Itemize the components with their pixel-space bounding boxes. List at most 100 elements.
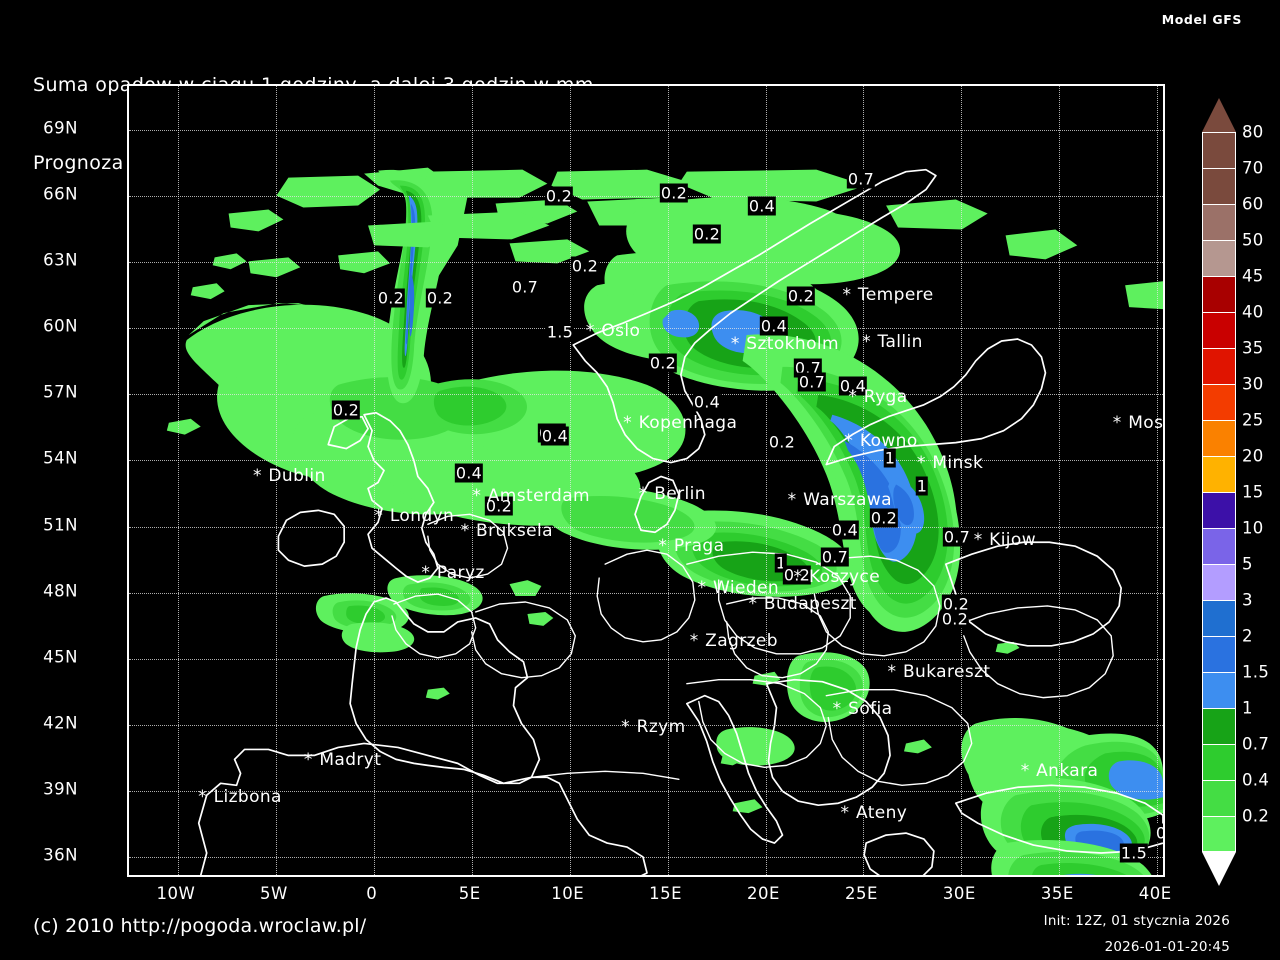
color-legend[interactable]: 80 70 60 50 45 40 35 30 25 20 15 10 5 3 2 1.5 1 0.7 0.4 0.2 [1196, 92, 1269, 886]
model-label: Model GFS [1161, 12, 1242, 27]
legend-swatch-2[interactable] [1202, 636, 1236, 672]
star-icon: * [862, 331, 871, 352]
latitude-label-36N: 36N [43, 845, 78, 865]
legend-swatch-0.7[interactable] [1202, 744, 1236, 780]
contour-label: 0.4 [759, 316, 789, 336]
gridline-horizontal-69N [129, 130, 1163, 132]
city-label: Oslo [601, 320, 641, 341]
legend-swatch-15[interactable] [1202, 492, 1236, 528]
contour-label: 0.2 [1154, 823, 1163, 843]
xtick-5E [472, 875, 474, 877]
contour-label: 0.4 [747, 196, 777, 216]
xtick-10W [178, 875, 180, 877]
legend-value-70: 70 [1242, 158, 1264, 178]
legend-swatch-20[interactable] [1202, 456, 1236, 492]
legend-value-25: 25 [1242, 410, 1264, 430]
city-marker-lizbona: * Lizbona [196, 787, 282, 807]
contour-label: 0.2 [484, 496, 514, 516]
legend-swatch-50[interactable] [1202, 240, 1236, 276]
legend-bar[interactable] [1202, 132, 1236, 852]
legend-value-45: 45 [1242, 266, 1264, 286]
contour-label: 0.2 [331, 400, 361, 420]
star-icon: * [848, 386, 858, 407]
legend-swatch-10[interactable] [1202, 528, 1236, 564]
star-icon: * [638, 483, 648, 504]
city-marker-kopenhaga: * Kopenhaga [621, 413, 738, 433]
legend-swatch-1[interactable] [1202, 708, 1236, 744]
city-label: Bruksela [476, 520, 553, 541]
copyright-text: (c) 2010 http://pogoda.wroclaw.pl/ [33, 915, 367, 937]
city-label: Londyn [389, 505, 455, 526]
legend-swatch-0.2[interactable] [1202, 816, 1236, 852]
legend-value-2: 2 [1242, 626, 1253, 646]
city-label: Tallin [877, 331, 923, 352]
city-label: Sztokholm [746, 333, 839, 354]
star-icon: * [748, 593, 758, 614]
contour-label: 0.2 [941, 594, 971, 614]
star-icon: * [916, 452, 926, 473]
legend-swatch-80+[interactable] [1202, 132, 1236, 168]
city-label: Dublin [268, 465, 326, 486]
city-marker-wieden: * Wieden [695, 578, 779, 598]
legend-value-50: 50 [1242, 230, 1264, 250]
city-label: Madryt [319, 750, 382, 771]
city-marker-budapeszt: * Budapeszt [746, 594, 857, 614]
ytick-45N [127, 659, 129, 661]
legend-value-0.2: 0.2 [1242, 806, 1270, 826]
longitude-label-0: 0 [366, 884, 378, 903]
legend-value-80: 80 [1242, 122, 1264, 142]
city-marker-londyn: * Londyn [372, 506, 454, 526]
generation-timestamp: 2026-01-01-20:45 [1104, 939, 1230, 955]
contour-label: 0.2 [648, 353, 678, 373]
legend-swatch-40[interactable] [1202, 312, 1236, 348]
contour-label: 0.4 [692, 392, 722, 412]
legend-swatch-3[interactable] [1202, 600, 1236, 636]
legend-swatch-25[interactable] [1202, 420, 1236, 456]
star-icon: * [697, 578, 707, 599]
legend-swatch-60[interactable] [1202, 204, 1236, 240]
city-marker-moskwa: * Moskwa [1110, 413, 1163, 433]
legend-swatch-35[interactable] [1202, 348, 1236, 384]
legend-swatch-1.5[interactable] [1202, 672, 1236, 708]
legend-swatch-5[interactable] [1202, 564, 1236, 600]
legend-value-15: 15 [1242, 482, 1264, 502]
star-icon: * [689, 631, 699, 652]
contour-label: 0.2 [782, 565, 812, 585]
city-marker-warszawa: * Warszawa [785, 490, 892, 510]
city-label: Ankara [1036, 761, 1099, 782]
legend-swatch-45[interactable] [1202, 276, 1236, 312]
gridline-vertical-10E [569, 86, 571, 875]
legend-swatch-70[interactable] [1202, 168, 1236, 204]
contour-label: 0.4 [454, 463, 484, 483]
gridline-horizontal-42N [129, 724, 1163, 726]
city-marker-ateny: * Ateny [838, 803, 907, 823]
ytick-57N [127, 394, 129, 396]
ytick-36N [127, 857, 129, 859]
city-label: Zagrzeb [705, 631, 778, 652]
contour-label: 0.7 [510, 277, 540, 297]
xtick-25E [863, 875, 865, 877]
gridline-vertical-35E [1059, 86, 1061, 875]
gridline-horizontal-57N [129, 394, 1163, 396]
legend-swatch-30[interactable] [1202, 384, 1236, 420]
star-icon: * [374, 505, 384, 526]
star-icon: * [840, 802, 850, 823]
longitude-label-10W: 10W [156, 884, 196, 903]
contour-label: 0.2 [425, 288, 455, 308]
city-label: Sofia [848, 699, 893, 720]
star-icon: * [887, 661, 897, 682]
gridline-horizontal-39N [129, 790, 1163, 792]
gridline-horizontal-51N [129, 526, 1163, 528]
gridline-horizontal-60N [129, 328, 1163, 330]
longitude-label-35E: 35E [1040, 884, 1074, 903]
xtick-35E [1059, 875, 1061, 877]
gridline-horizontal-36N [129, 856, 1163, 858]
star-icon: * [973, 529, 983, 550]
star-icon: * [844, 430, 854, 451]
legend-swatch-0.4[interactable] [1202, 780, 1236, 816]
contour-label: 0.4 [540, 426, 570, 446]
legend-value-0.7: 0.7 [1242, 734, 1270, 754]
city-marker-paryz: * Paryz [419, 563, 485, 583]
latitude-label-42N: 42N [43, 713, 78, 733]
